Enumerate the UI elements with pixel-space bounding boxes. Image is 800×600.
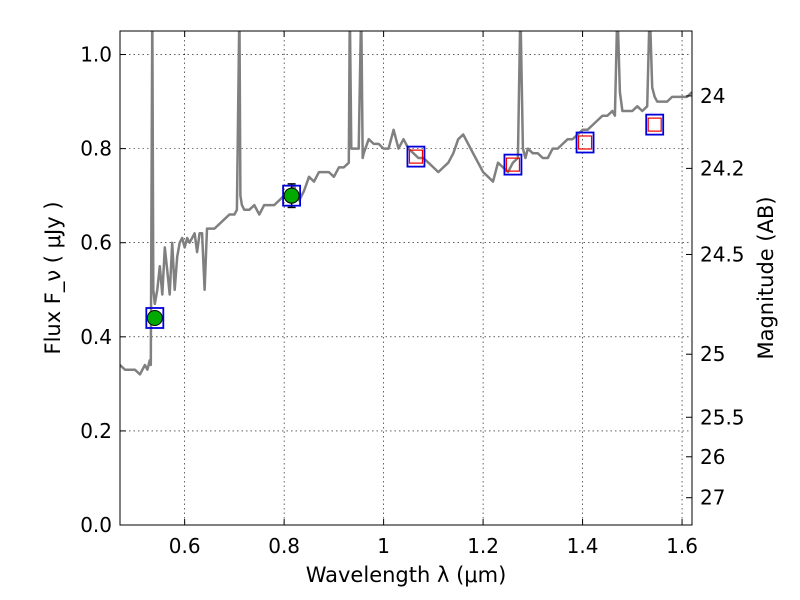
y-tick-label: 0.4 — [80, 325, 112, 349]
plot-frame — [119, 30, 693, 526]
y-tick-label: 0.0 — [80, 513, 112, 537]
predicted-square — [505, 157, 521, 172]
x-tick-label: 1 — [377, 534, 390, 558]
photometry-layer — [145, 113, 665, 329]
model-square — [503, 153, 523, 176]
x-tick-label: 0.6 — [169, 534, 201, 558]
right-tick-label: 25 — [700, 342, 725, 366]
x-tick-labels: 0.6 0.8 1 1.2 1.4 1.6 — [169, 534, 698, 558]
right-tick-label: 24.2 — [700, 156, 745, 180]
right-axis-label: Magnitude (AB) — [754, 196, 778, 359]
model-square — [575, 131, 595, 154]
right-tick-label: 27 — [700, 486, 725, 510]
right-tick-labels: 24 24.2 24.5 25 25.5 26 27 — [700, 84, 745, 510]
spectrum-layer — [120, 31, 692, 376]
x-axis-label: Wavelength λ (μm) — [306, 563, 507, 587]
grid-lines — [120, 31, 692, 525]
x-tick-label: 0.8 — [268, 534, 300, 558]
x-tick-label: 1.6 — [666, 534, 698, 558]
y-tick-label: 1.0 — [80, 43, 112, 67]
model-square — [406, 145, 426, 168]
predicted-square — [647, 117, 662, 132]
y-tick-label: 0.2 — [80, 419, 112, 443]
axis-ticks — [120, 31, 692, 526]
observed-point — [283, 187, 300, 204]
right-tick-label: 24 — [700, 84, 725, 108]
y-tick-labels: 0.0 0.2 0.4 0.6 0.8 1.0 — [80, 43, 112, 537]
observed-point — [146, 309, 163, 326]
model-square — [282, 184, 302, 207]
predicted-square — [577, 135, 593, 150]
model-square — [645, 113, 665, 136]
y-tick-label: 0.6 — [80, 231, 112, 255]
spectrum-line — [120, 31, 692, 376]
right-tick-label: 25.5 — [700, 405, 745, 429]
y-tick-label: 0.8 — [80, 137, 112, 161]
model-square — [145, 307, 165, 329]
x-tick-label: 1.4 — [567, 534, 599, 558]
predicted-square — [408, 149, 424, 164]
right-tick-label: 26 — [700, 445, 725, 469]
right-tick-label: 24.5 — [700, 242, 745, 266]
x-tick-label: 1.2 — [467, 534, 499, 558]
y-axis-label: Flux F_ν ( μJy ) — [41, 201, 66, 354]
